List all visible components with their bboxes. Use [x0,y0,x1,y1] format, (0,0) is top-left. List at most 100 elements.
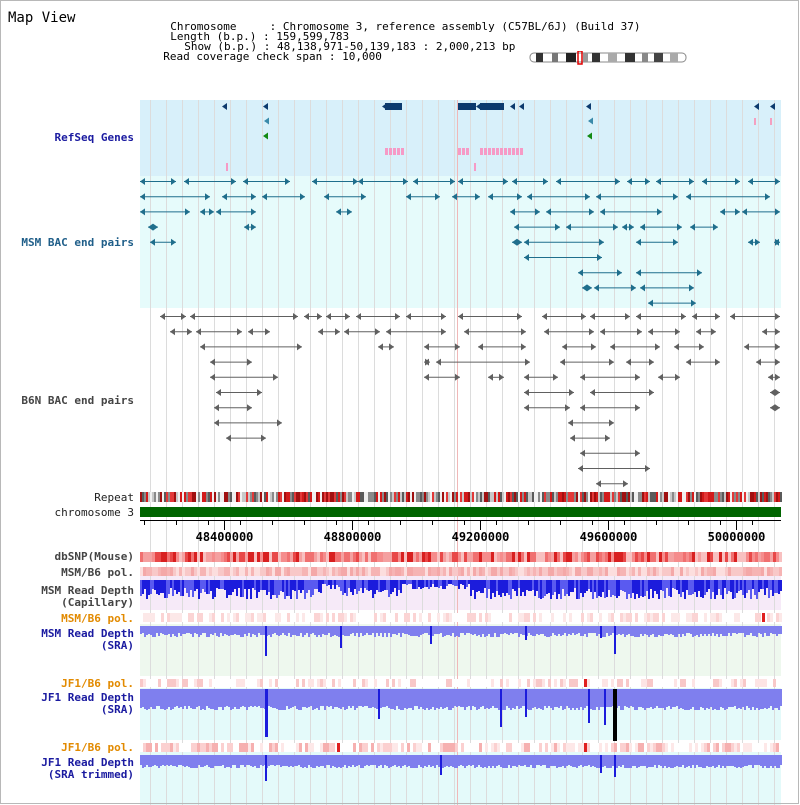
repeat-element [708,492,710,502]
chromosome-ideogram[interactable] [528,51,690,65]
polymorphism-cell [311,567,314,576]
polymorphism-cell [383,552,386,562]
polymorphism-cell [557,552,560,562]
repeat-element [658,492,660,502]
polymorphism-cell [314,613,317,622]
b6n-bac-pair-end [436,358,441,366]
polymorphism-cell [401,679,404,687]
read-depth-bar [414,580,416,589]
polymorphism-cell [236,552,239,562]
read-depth-bar [148,626,150,634]
polymorphism-cell [704,552,707,562]
read-depth-bar [368,626,370,635]
repeat-element [466,492,468,502]
read-depth-bar [626,755,628,768]
polymorphism-cell [725,567,728,576]
read-depth-bar [628,580,630,594]
polymorphism-cell [503,613,506,622]
read-depth-bar [170,580,172,588]
read-depth-bar [552,689,554,710]
repeat-element [402,492,404,502]
polymorphism-cell [476,743,479,752]
read-depth-bar [656,580,658,594]
read-depth-bar [730,626,732,636]
msm-bac-pair-end [503,178,508,185]
polymorphism-cell [332,567,335,576]
read-depth-bar [292,689,294,707]
repeat-element [622,492,624,502]
read-depth-bar [602,689,604,707]
read-depth-bar [482,689,484,706]
read-depth-bar [582,689,584,710]
read-depth-bar [202,689,204,709]
b6n-bac-pair-end [344,328,349,336]
polymorphism-cell [767,613,770,622]
read-depth-bar [572,689,574,708]
read-depth-bar [674,755,676,767]
read-depth-bar [702,755,704,768]
polymorphism-cell [164,613,167,622]
read-depth-bar [198,755,200,765]
polymorphism-cell [581,567,584,576]
read-depth-bar [480,580,482,593]
polymorphism-cell [512,567,515,576]
read-depth-bar [760,626,762,634]
polymorphism-cell [494,552,497,562]
polymorphism-cell [368,552,371,562]
refseq-transcript [504,148,507,155]
read-depth-bar [534,689,536,707]
polymorphism-cell [173,552,176,562]
read-depth-bar [762,626,764,637]
read-depth-bar [170,626,172,637]
msm-bac-pair-end [300,193,305,201]
read-depth-bar [404,580,406,584]
repeat-element [426,492,428,502]
polymorphism-cell [638,743,641,752]
read-depth-bar [610,755,612,768]
polymorphism-cell [566,743,569,752]
polymorphism-cell [368,679,371,687]
read-depth-bar [400,626,402,637]
polymorphism-cell [314,679,317,687]
polymorphism-cell [152,552,155,562]
read-depth-bar [712,689,714,710]
read-depth-bar [754,580,756,595]
repeat-element [684,492,686,502]
polymorphism-cell [698,613,701,622]
read-depth-bar [238,689,240,709]
read-depth-bar [252,689,254,707]
repeat-element [162,492,164,502]
read-depth-bar [344,626,346,636]
read-depth-bar [328,580,330,585]
repeat-element [576,492,578,502]
polymorphism-cell [296,552,299,562]
read-depth-bar [244,755,246,767]
polymorphism-cell [146,567,149,576]
repeat-element [618,492,620,502]
read-depth-bar [528,580,530,591]
polymorphism-cell [395,743,398,752]
msm-bac-pair-end [720,208,725,216]
read-depth-bar [580,580,582,593]
read-depth-bar [696,755,698,765]
polymorphism-cell [623,552,626,562]
polymorphism-cell [671,743,674,752]
read-depth-bar [630,580,632,598]
b6n-bac-pair-end [424,373,429,381]
msm-bac-pair-end [613,223,618,231]
read-depth-bar [454,626,456,637]
read-depth-bar [238,580,240,588]
read-depth-bar [144,580,146,589]
repeat-element [300,492,302,502]
read-depth-bar [260,689,262,708]
polymorphism-cell [467,613,470,622]
b6n-bac-pair-end [675,328,680,336]
read-depth-bar [774,580,776,593]
polymorphism-cell [632,679,635,687]
msm-bac-pair-end [597,254,602,261]
repeat-element [628,492,630,502]
read-depth-bar [186,626,188,633]
polymorphism-cell [569,552,572,562]
polymorphism-cell [416,567,419,576]
